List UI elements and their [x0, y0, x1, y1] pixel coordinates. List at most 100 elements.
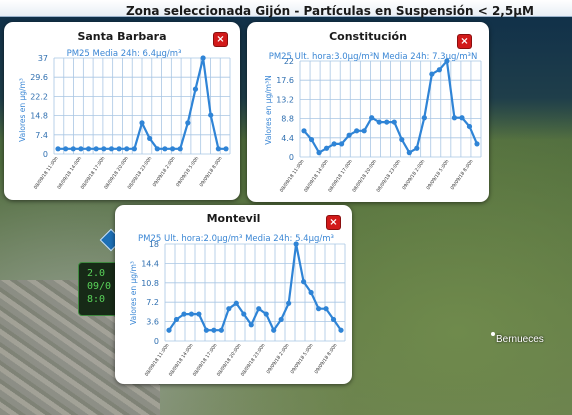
y-axis-label: Valores en µg/m³N — [264, 75, 273, 144]
data-point — [85, 146, 92, 152]
data-point — [338, 327, 344, 333]
data-point — [124, 146, 130, 152]
data-point — [308, 289, 314, 296]
y-tick-label: 7.4 — [35, 131, 48, 140]
x-tick-label: 08/09/18 11:00h — [144, 343, 171, 378]
data-point — [139, 120, 145, 126]
data-point — [414, 145, 420, 151]
data-point — [162, 146, 168, 152]
data-point — [323, 306, 329, 312]
x-tick-label: 08/09/18 11:00h — [33, 156, 60, 191]
data-point — [196, 311, 202, 317]
data-point — [154, 146, 160, 152]
data-point — [256, 306, 262, 312]
x-tick-label: 09/09/18 5:00h — [425, 159, 450, 191]
y-tick-label: 14.8 — [30, 112, 48, 121]
data-point — [316, 150, 322, 156]
data-point — [169, 146, 176, 152]
data-point — [444, 58, 450, 64]
chart-subtitle: PM25 Media 24h: 6.4µg/m³ — [67, 49, 182, 59]
place-marker-icon — [491, 332, 495, 336]
data-point — [346, 132, 352, 138]
y-tick-label: 8.8 — [281, 115, 294, 124]
x-tick-label: 09/09/18 8:00h — [313, 343, 338, 375]
data-point — [474, 141, 480, 147]
data-point — [323, 145, 330, 151]
chart-subtitle: PM25 Ult. hora:2.0µg/m³ Media 24h: 5.4µg… — [138, 234, 334, 244]
data-point — [218, 327, 224, 333]
x-tick-label: 08/09/18 23:00h — [375, 159, 402, 194]
x-tick-label: 08/09/18 23:00h — [126, 156, 153, 191]
data-point — [70, 146, 76, 152]
data-point — [131, 146, 137, 152]
x-tick-label: 08/09/18 11:00h — [279, 159, 306, 194]
x-tick-label: 08/09/18 17:00h — [80, 156, 107, 191]
data-point — [188, 311, 195, 317]
data-point — [223, 146, 229, 152]
marker-line-2: 09/0 — [87, 281, 112, 292]
y-tick-label: 13.2 — [276, 95, 294, 104]
chart-subtitle: PM25 Ult. hora:3.0µg/m³N Media 24h: 7.3µ… — [269, 52, 478, 62]
close-icon[interactable]: × — [214, 33, 227, 46]
page-title: Zona seleccionada Gijón - Partículas en … — [125, 4, 534, 18]
data-point — [173, 316, 180, 323]
data-point — [369, 115, 375, 121]
y-tick-label: 29.6 — [30, 73, 48, 82]
panel-title: Constitución — [329, 30, 407, 43]
data-point — [293, 241, 299, 247]
data-point — [308, 136, 315, 143]
station-panel-santa-barbara: Santa Barbara × 0 7.4 14.8 22.2 29.6 37 PM25 M… — [4, 22, 240, 200]
data-point — [406, 150, 412, 156]
data-point — [301, 128, 307, 134]
y-tick-label: 14.4 — [141, 259, 159, 268]
y-tick-label: 7.2 — [146, 298, 159, 307]
data-point — [451, 115, 458, 121]
x-tick-label: 08/09/18 17:00h — [327, 159, 354, 194]
y-axis-label: Valores en µg/m³ — [18, 78, 27, 142]
data-point — [192, 86, 199, 92]
data-point — [339, 141, 345, 147]
data-point — [215, 146, 221, 152]
data-point — [384, 119, 390, 125]
data-point — [301, 279, 307, 285]
y-tick-label: 4.4 — [281, 134, 294, 143]
x-tick-label: 09/09/18 5:00h — [175, 156, 200, 188]
station-panel-montevil: Montevil × 0 3.6 7.2 10.8 14.4 18 PM25 Ult. ho… — [115, 205, 352, 384]
data-point — [263, 311, 269, 317]
panel-title: Montevil — [206, 212, 261, 225]
data-point — [421, 115, 427, 121]
data-point — [203, 327, 209, 333]
y-tick-label: 22.2 — [30, 92, 48, 101]
y-tick-label: 0 — [289, 153, 294, 162]
data-point — [391, 119, 397, 125]
data-point — [108, 146, 115, 152]
close-icon[interactable]: × — [327, 216, 340, 229]
panel-title: Santa Barbara — [77, 30, 167, 43]
y-tick-label: 22 — [284, 57, 294, 66]
data-point — [331, 141, 337, 147]
x-tick-label: 08/09/18 20:00h — [216, 343, 243, 378]
x-tick-label: 08/09/18 20:00h — [351, 159, 378, 194]
data-point — [233, 300, 239, 306]
data-point — [93, 146, 99, 152]
data-point — [185, 120, 191, 126]
data-point — [271, 327, 277, 333]
x-tick-label: 09/09/18 8:00h — [449, 159, 474, 191]
y-tick-label: 37 — [38, 54, 48, 63]
station-panel-constitucion: Constitución × 0 4.4 8.8 13.2 17.6 22 PM25 Ult… — [247, 22, 489, 202]
y-tick-label: 0 — [154, 337, 159, 346]
data-point — [63, 146, 69, 152]
x-tick-label: 09/09/18 2:00h — [152, 156, 177, 188]
data-point — [78, 146, 84, 152]
x-tick-label: 09/09/18 5:00h — [289, 343, 314, 375]
close-icon[interactable]: × — [458, 35, 471, 48]
data-point — [248, 322, 254, 328]
place-label: Bernueces — [496, 334, 544, 345]
data-point — [166, 327, 172, 333]
data-point — [147, 135, 153, 142]
line-chart: 0 7.4 14.8 22.2 29.6 37 PM25 Media 24h: 6.4µg/… — [18, 49, 231, 191]
data-point — [241, 311, 247, 317]
x-tick-label: 09/09/18 2:00h — [265, 343, 290, 375]
x-tick-label: 08/09/18 14:00h — [168, 343, 195, 378]
